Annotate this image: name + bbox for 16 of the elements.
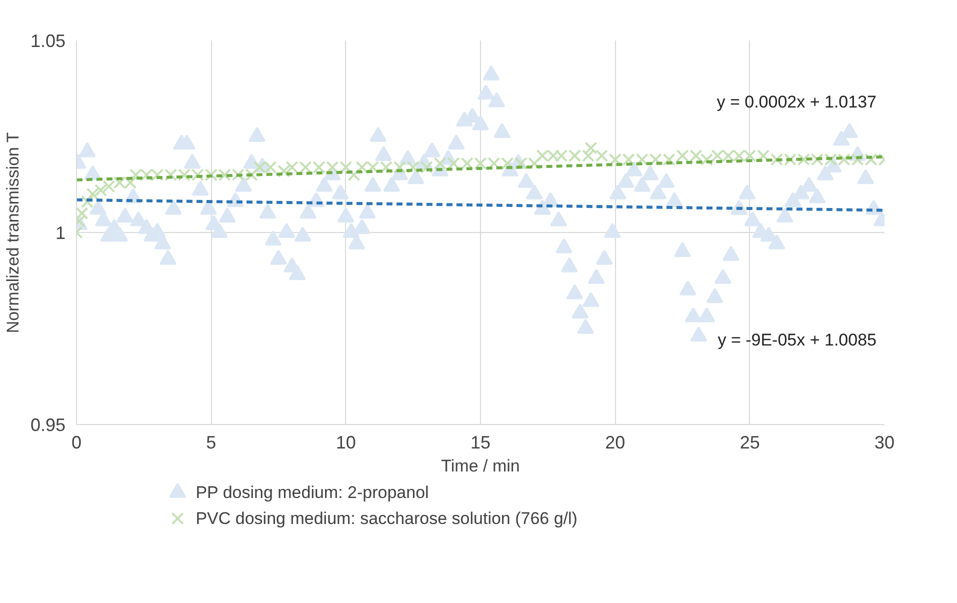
legend-label: PP dosing medium: 2-propanol: [196, 483, 429, 502]
x-axis-title: Time / min: [441, 456, 520, 476]
x-tick-label: 25: [740, 432, 760, 452]
x-tick-label: 15: [470, 432, 491, 452]
x-tick-label: 5: [206, 432, 216, 452]
y-axis-title: Normalized transmission T: [3, 132, 22, 334]
y-tick-label: 0.95: [30, 415, 66, 435]
y-tick-label: 1: [55, 223, 66, 243]
x-tick-label: 0: [71, 432, 82, 452]
x-tick-label: 30: [874, 432, 895, 452]
annotation: y = 0.0002x + 1.0137: [716, 92, 877, 112]
legend-label: PVC dosing medium: saccharose solution (766 g/l): [196, 509, 578, 528]
x-tick-label: 10: [336, 432, 356, 452]
y-tick-label: 1.05: [30, 31, 66, 51]
annotation: y = -9E-05x + 1.0085: [718, 330, 877, 350]
x-tick-label: 20: [605, 432, 626, 452]
